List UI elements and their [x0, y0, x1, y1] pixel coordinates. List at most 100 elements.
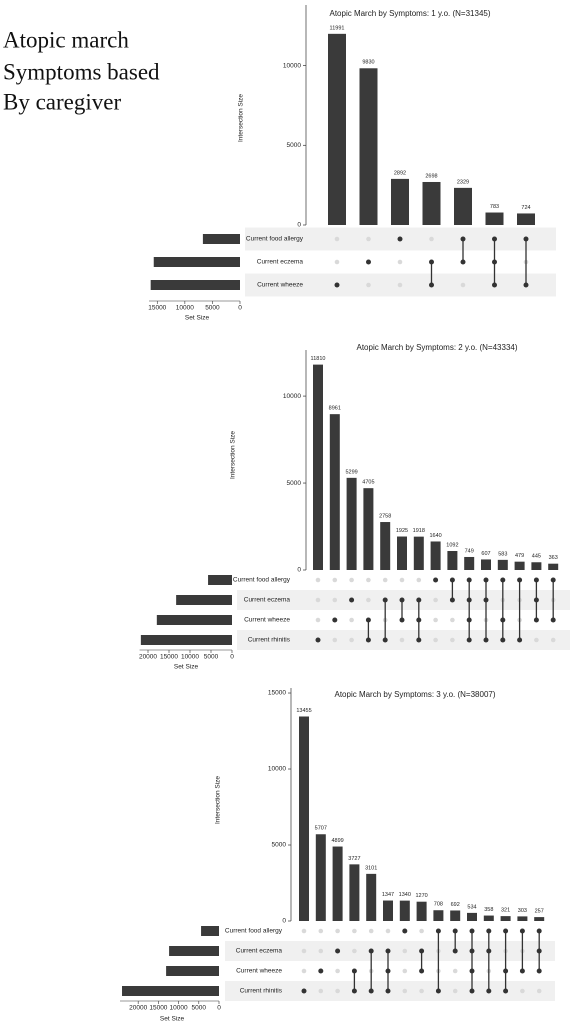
bar — [380, 522, 391, 570]
y-axis-label: Intersection Size — [230, 431, 237, 479]
value-label: 1340 — [399, 892, 411, 898]
x-axis-label: Set Size — [174, 664, 199, 671]
matrix-dot-empty — [397, 259, 403, 265]
bar — [383, 900, 393, 921]
matrix-dot-empty — [366, 236, 371, 242]
bar — [399, 900, 410, 921]
matrix-dot — [399, 597, 405, 603]
set-label: Current wheeze — [244, 617, 290, 624]
value-label: 708 — [434, 902, 443, 908]
set-tick-label: 5000 — [205, 305, 220, 312]
bar — [514, 561, 525, 570]
matrix-dot — [550, 577, 556, 583]
bar — [450, 910, 461, 921]
value-label: 724 — [521, 205, 530, 211]
matrix-dot-empty — [460, 282, 466, 288]
set-label: Current wheeze — [257, 282, 303, 289]
matrix-dot-empty — [534, 637, 539, 643]
matrix-dot — [460, 236, 466, 242]
bar — [422, 181, 441, 225]
bar — [349, 864, 360, 921]
y-axis-label: Intersection Size — [215, 776, 222, 824]
matrix-dot — [365, 637, 371, 643]
matrix-dot-empty — [450, 617, 455, 623]
bar — [328, 33, 346, 226]
bar — [413, 536, 424, 570]
matrix-dot — [486, 928, 492, 934]
matrix-dot — [449, 577, 455, 583]
matrix-dot — [492, 282, 497, 288]
matrix-dot — [466, 617, 472, 623]
y-tick-label: 10000 — [283, 393, 301, 400]
x-axis-label: Set Size — [160, 1016, 185, 1023]
bar — [363, 488, 374, 570]
matrix-dot — [519, 968, 525, 974]
value-label: 2758 — [379, 513, 391, 519]
matrix-dot-empty — [399, 577, 405, 583]
value-label: 13455 — [296, 708, 311, 714]
bar — [464, 556, 475, 570]
matrix-dot-empty — [318, 948, 324, 954]
value-label: 445 — [532, 554, 541, 560]
matrix-dot — [469, 988, 475, 994]
matrix-dot-empty — [332, 577, 338, 583]
matrix-dot-empty — [397, 282, 403, 288]
value-label: 1640 — [429, 533, 441, 539]
y-tick-label: 0 — [297, 567, 301, 574]
matrix-dot — [449, 597, 455, 603]
matrix-dot — [315, 637, 321, 643]
set-bar — [176, 595, 232, 605]
matrix-dot-empty — [450, 637, 455, 643]
matrix-dot-empty — [536, 988, 542, 994]
set-label: Current eczema — [257, 259, 304, 266]
value-label: 2698 — [425, 173, 437, 179]
matrix-dot — [435, 988, 441, 994]
matrix-dot — [519, 928, 525, 934]
matrix-dot — [452, 948, 458, 954]
set-bar — [153, 257, 240, 267]
matrix-dot-empty — [315, 597, 321, 603]
matrix-dot — [550, 617, 556, 623]
matrix-dot — [416, 597, 422, 603]
set-bar — [201, 926, 219, 936]
matrix-dot — [492, 259, 497, 265]
matrix-dot — [416, 617, 422, 623]
set-tick-label: 10000 — [170, 1005, 188, 1012]
matrix-dot-empty — [332, 597, 338, 603]
bar — [329, 414, 340, 570]
matrix-dot-empty — [318, 928, 324, 934]
bar — [397, 536, 407, 570]
value-label: 3101 — [365, 865, 377, 871]
set-tick-label: 5000 — [192, 1005, 207, 1012]
bar — [467, 912, 477, 921]
matrix-dot — [483, 577, 489, 583]
matrix-dot-empty — [335, 928, 340, 934]
matrix-dot — [382, 637, 388, 643]
matrix-dot — [500, 637, 506, 643]
bar — [483, 915, 494, 921]
value-label: 303 — [518, 908, 527, 914]
value-label: 583 — [498, 551, 507, 557]
matrix-dot — [500, 577, 506, 583]
set-bar — [166, 966, 219, 976]
matrix-dot-empty — [385, 928, 391, 934]
matrix-dot-empty — [315, 617, 321, 623]
matrix-dot — [500, 617, 506, 623]
value-label: 257 — [535, 909, 544, 915]
matrix-dot — [419, 968, 425, 974]
value-label: 3727 — [348, 856, 360, 862]
matrix-dot — [429, 282, 434, 288]
matrix-dot-empty — [352, 928, 357, 934]
matrix-dot — [349, 597, 355, 603]
bar — [299, 716, 309, 921]
matrix-dot — [385, 988, 391, 994]
matrix-dot — [332, 617, 338, 623]
matrix-dot — [397, 236, 403, 242]
matrix-dot — [533, 617, 539, 623]
matrix-dot — [399, 617, 405, 623]
matrix-dot — [466, 577, 472, 583]
matrix-dot-empty — [382, 577, 388, 583]
matrix-dot — [460, 259, 466, 265]
matrix-dot-empty — [433, 617, 438, 623]
